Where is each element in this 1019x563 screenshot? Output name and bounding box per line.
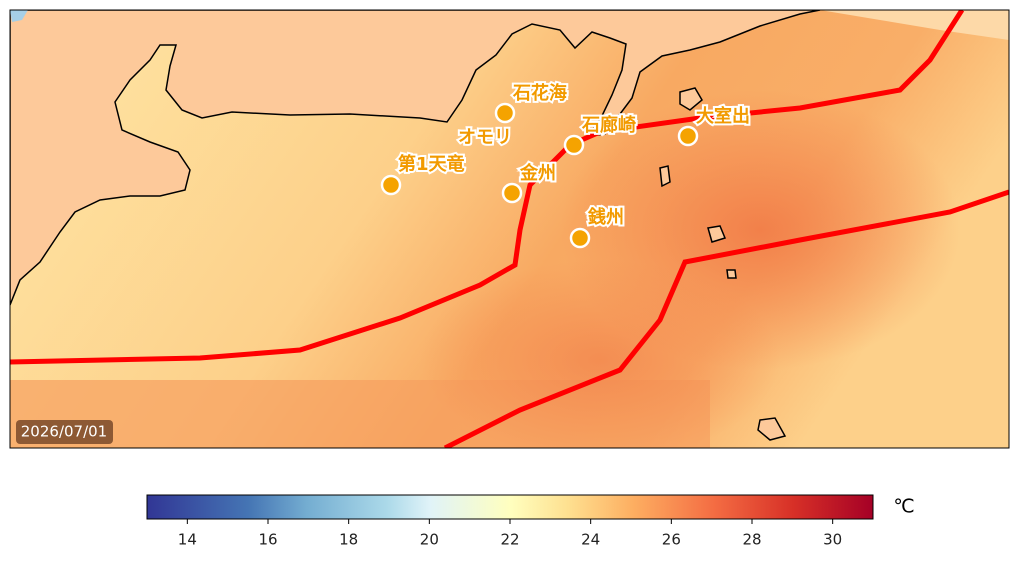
tick-label: 16 <box>258 531 277 549</box>
lake <box>10 10 28 22</box>
site-label: 大室出 <box>696 105 750 127</box>
island <box>659 87 787 441</box>
site-marker <box>563 134 585 156</box>
site-label: 石花海 <box>512 82 567 104</box>
tick-label: 26 <box>662 531 681 549</box>
tick-label: 14 <box>178 531 197 549</box>
map-frame <box>9 9 1010 449</box>
site-label: オモリ <box>458 127 512 148</box>
site-marker <box>501 182 523 204</box>
contour-line <box>443 189 1009 448</box>
date-box <box>16 420 113 444</box>
sea-warm <box>420 260 780 448</box>
tick-label: 18 <box>339 531 358 549</box>
land <box>10 10 821 306</box>
site-marker <box>380 174 402 196</box>
land <box>820 10 1009 40</box>
tick-label: 28 <box>742 531 761 549</box>
site-marker <box>677 125 699 147</box>
site-marker <box>494 102 516 124</box>
tick-label: 22 <box>500 531 519 549</box>
tick-label: 30 <box>823 531 842 549</box>
colorbar-unit: ℃ <box>893 496 914 518</box>
tick-label: 24 <box>581 531 600 549</box>
contour-line <box>10 10 965 365</box>
site-marker <box>569 227 591 249</box>
site-label: 石廊崎 <box>581 114 636 136</box>
site-label: 銭州 <box>587 206 624 228</box>
site-label: 金州 <box>519 162 556 184</box>
colorbar <box>146 494 874 520</box>
map-area: 2026/07/01 <box>10 10 1009 448</box>
tick-label: 20 <box>420 531 439 549</box>
date-label: 2026/07/01 <box>21 423 107 441</box>
colorbar-ticks: 14 16 18 20 22 24 26 28 30 <box>178 519 842 549</box>
site-label: 第1天竜 <box>398 153 465 175</box>
